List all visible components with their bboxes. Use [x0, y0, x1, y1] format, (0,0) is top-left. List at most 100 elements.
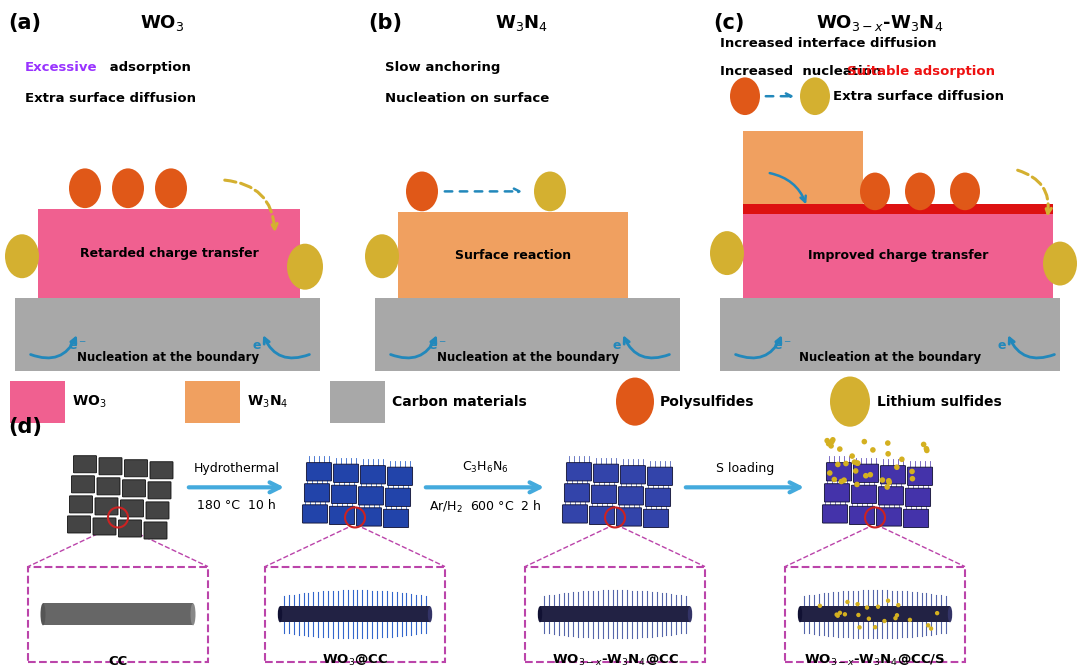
FancyBboxPatch shape — [907, 467, 933, 486]
Ellipse shape — [1043, 242, 1077, 285]
Text: Increased  nucleation: Increased nucleation — [720, 65, 891, 78]
Circle shape — [907, 618, 913, 622]
Text: (a): (a) — [8, 13, 41, 33]
Bar — [265, 567, 445, 662]
Circle shape — [899, 456, 905, 462]
Text: WO$_{3-x}$-W$_3$N$_4$: WO$_{3-x}$-W$_3$N$_4$ — [816, 13, 944, 33]
FancyBboxPatch shape — [617, 508, 642, 526]
FancyBboxPatch shape — [853, 464, 879, 482]
Circle shape — [867, 472, 873, 478]
FancyBboxPatch shape — [590, 507, 615, 525]
Circle shape — [929, 626, 933, 631]
Bar — [525, 567, 705, 662]
FancyBboxPatch shape — [332, 485, 356, 503]
FancyBboxPatch shape — [302, 505, 327, 523]
Circle shape — [924, 448, 930, 453]
Circle shape — [876, 604, 880, 609]
Circle shape — [849, 454, 855, 459]
FancyBboxPatch shape — [824, 484, 850, 502]
Bar — [743, 131, 863, 212]
FancyBboxPatch shape — [849, 507, 875, 525]
Text: adsorption: adsorption — [105, 61, 191, 74]
Ellipse shape — [800, 78, 831, 115]
Ellipse shape — [905, 173, 935, 210]
Text: Slow anchoring: Slow anchoring — [384, 61, 500, 74]
FancyBboxPatch shape — [565, 484, 590, 502]
Ellipse shape — [798, 606, 802, 622]
FancyBboxPatch shape — [593, 464, 619, 482]
Circle shape — [935, 611, 940, 615]
Circle shape — [855, 602, 860, 606]
Bar — [743, 212, 1053, 298]
FancyBboxPatch shape — [95, 498, 118, 515]
Circle shape — [824, 438, 829, 444]
Text: e$^-$: e$^-$ — [68, 340, 86, 353]
Circle shape — [866, 616, 872, 621]
FancyBboxPatch shape — [383, 509, 408, 527]
Text: Nucleation at the boundary: Nucleation at the boundary — [77, 351, 259, 364]
Ellipse shape — [40, 603, 45, 625]
Ellipse shape — [5, 234, 39, 278]
Text: Nucleation at the boundary: Nucleation at the boundary — [799, 351, 981, 364]
Text: WO$_3$: WO$_3$ — [72, 393, 107, 410]
Ellipse shape — [69, 168, 102, 208]
FancyBboxPatch shape — [71, 476, 95, 493]
Ellipse shape — [156, 168, 187, 208]
Circle shape — [894, 613, 900, 618]
Bar — [330, 381, 384, 423]
Text: (b): (b) — [368, 13, 402, 33]
Bar — [720, 298, 1059, 371]
Circle shape — [887, 480, 892, 485]
Circle shape — [846, 600, 850, 604]
FancyBboxPatch shape — [620, 466, 646, 484]
Circle shape — [870, 447, 876, 453]
Text: W$_3$N$_4$: W$_3$N$_4$ — [247, 393, 288, 410]
Circle shape — [896, 603, 901, 608]
Circle shape — [838, 478, 845, 484]
FancyBboxPatch shape — [563, 505, 588, 523]
FancyBboxPatch shape — [826, 463, 852, 481]
Circle shape — [836, 614, 840, 618]
Circle shape — [852, 460, 858, 465]
Ellipse shape — [428, 606, 432, 622]
FancyBboxPatch shape — [69, 496, 93, 513]
Bar — [38, 209, 300, 298]
Circle shape — [826, 441, 832, 446]
Circle shape — [856, 613, 861, 617]
Circle shape — [886, 598, 890, 603]
Bar — [28, 567, 208, 662]
Bar — [280, 606, 430, 622]
Ellipse shape — [710, 231, 744, 275]
Bar — [399, 212, 627, 298]
FancyBboxPatch shape — [361, 466, 386, 484]
FancyBboxPatch shape — [359, 486, 383, 505]
FancyBboxPatch shape — [97, 478, 120, 495]
FancyBboxPatch shape — [144, 522, 167, 539]
Circle shape — [843, 461, 849, 466]
Circle shape — [835, 612, 839, 617]
Circle shape — [829, 439, 835, 444]
Ellipse shape — [406, 172, 438, 211]
Bar — [800, 606, 950, 622]
Text: Extra surface diffusion: Extra surface diffusion — [25, 92, 195, 105]
Text: Improved charge transfer: Improved charge transfer — [808, 249, 988, 262]
Ellipse shape — [948, 606, 953, 622]
Text: e$^-$: e$^-$ — [997, 340, 1015, 353]
Circle shape — [828, 443, 834, 449]
Circle shape — [841, 477, 847, 483]
Ellipse shape — [860, 173, 890, 210]
FancyBboxPatch shape — [619, 486, 644, 505]
Circle shape — [879, 477, 886, 483]
Circle shape — [882, 619, 887, 623]
FancyBboxPatch shape — [646, 488, 671, 507]
Circle shape — [858, 625, 862, 630]
Circle shape — [855, 460, 861, 466]
Circle shape — [894, 464, 900, 470]
Circle shape — [827, 470, 833, 476]
FancyBboxPatch shape — [903, 509, 929, 527]
Circle shape — [837, 446, 842, 452]
Text: Increased interface diffusion: Increased interface diffusion — [720, 37, 936, 50]
Bar — [43, 603, 193, 625]
FancyBboxPatch shape — [329, 507, 354, 525]
Ellipse shape — [730, 78, 760, 115]
